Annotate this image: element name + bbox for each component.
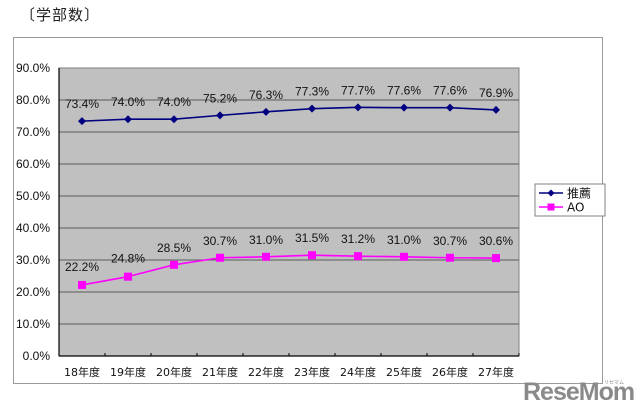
data-label: 31.2%	[341, 232, 375, 246]
data-label: 77.3%	[295, 85, 329, 99]
data-label: 76.9%	[479, 86, 513, 100]
y-tick-label: 0.0%	[23, 349, 51, 363]
diamond-marker	[216, 111, 224, 120]
y-tick-label: 40.0%	[16, 221, 50, 235]
x-category-label: 27年度	[478, 365, 514, 379]
legend-square-icon	[547, 203, 555, 211]
y-tick-label: 20.0%	[16, 285, 50, 299]
data-label: 30.6%	[479, 234, 513, 248]
data-label: 31.0%	[387, 233, 421, 247]
resemom-logo-kana: リセマム	[604, 380, 625, 386]
data-label: 30.7%	[433, 234, 467, 248]
square-marker	[124, 272, 132, 281]
y-tick-label: 60.0%	[16, 157, 50, 171]
x-category-label: 24年度	[340, 365, 376, 379]
square-marker	[262, 252, 270, 261]
x-category-label: 21年度	[202, 365, 238, 379]
square-marker	[400, 252, 408, 261]
page-title: 〔学部数〕	[20, 6, 101, 24]
square-marker	[446, 253, 454, 262]
series-line-0	[81, 106, 497, 122]
x-category-label: 18年度	[64, 365, 100, 379]
x-category-label: 19年度	[110, 365, 146, 379]
square-marker	[492, 254, 500, 263]
resemom-logo: ReseMom	[523, 378, 635, 406]
x-category-label: 23年度	[294, 365, 330, 379]
diamond-marker	[78, 117, 86, 126]
series-line-1	[81, 254, 497, 286]
data-label: 76.3%	[249, 88, 283, 102]
x-category-label: 25年度	[386, 365, 422, 379]
legend-label: AO	[567, 201, 584, 215]
diamond-marker	[170, 115, 178, 124]
data-label: 73.4%	[65, 97, 99, 111]
y-tick-label: 90.0%	[16, 61, 50, 75]
diamond-marker	[400, 103, 408, 112]
data-label: 74.0%	[111, 95, 145, 109]
diamond-marker	[308, 104, 316, 113]
x-category-label: 22年度	[248, 365, 284, 379]
data-label: 77.7%	[341, 83, 375, 97]
data-label: 31.5%	[295, 231, 329, 245]
diamond-marker	[354, 103, 362, 112]
x-category-label: 20年度	[156, 365, 192, 379]
data-label: 77.6%	[433, 84, 467, 98]
data-label: 24.8%	[111, 252, 145, 266]
legend-diamond-icon	[547, 189, 555, 197]
square-marker	[78, 280, 86, 289]
data-label: 75.2%	[203, 91, 237, 105]
diamond-marker	[492, 105, 500, 114]
legend-label: 推薦	[567, 187, 591, 201]
square-marker	[216, 253, 224, 262]
diamond-marker	[262, 107, 270, 116]
square-marker	[170, 260, 178, 269]
y-tick-label: 10.0%	[16, 317, 50, 331]
plot-area	[58, 67, 520, 357]
data-label: 31.0%	[249, 233, 283, 247]
data-label: 74.0%	[157, 95, 191, 109]
y-tick-label: 50.0%	[16, 189, 50, 203]
data-label: 30.7%	[203, 234, 237, 248]
y-tick-label: 80.0%	[16, 93, 50, 107]
diamond-marker	[124, 115, 132, 124]
data-label: 77.6%	[387, 84, 421, 98]
data-label: 22.2%	[65, 260, 99, 274]
y-tick-label: 70.0%	[16, 125, 50, 139]
data-label: 28.5%	[157, 241, 191, 255]
x-category-label: 26年度	[432, 365, 468, 379]
square-marker	[354, 252, 362, 261]
y-tick-label: 30.0%	[16, 253, 50, 267]
legend-box	[534, 183, 606, 217]
square-marker	[308, 251, 316, 260]
diamond-marker	[446, 103, 454, 112]
